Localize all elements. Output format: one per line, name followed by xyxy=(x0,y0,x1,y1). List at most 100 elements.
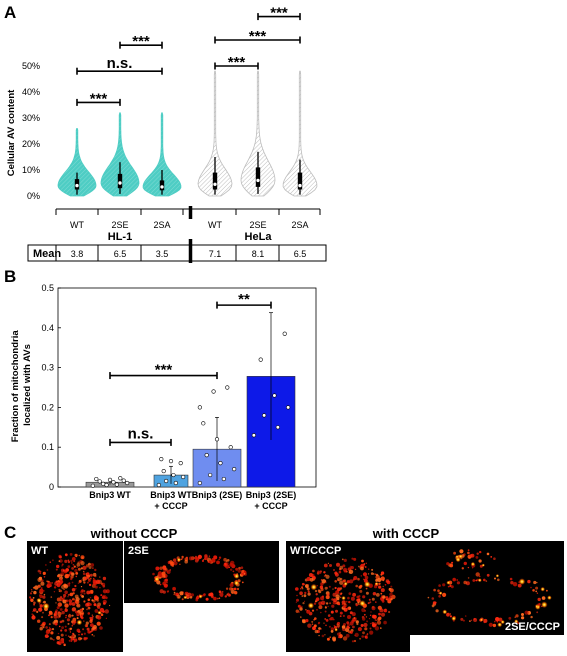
bar-data-point xyxy=(164,478,169,484)
mitochondria-speck xyxy=(299,591,303,595)
mitochondria-speck xyxy=(181,598,184,601)
mitochondria-speck xyxy=(349,611,353,615)
mitochondria-speck xyxy=(510,581,514,585)
violin-significance-label: *** xyxy=(90,90,108,107)
mitochondria-speck xyxy=(89,631,91,634)
mitochondria-speck xyxy=(73,565,76,568)
bar-data-point xyxy=(178,461,183,466)
bar-x-tick-label: Bnip3 WT xyxy=(89,490,131,500)
mitochondria-speck xyxy=(438,584,441,587)
violin-x-axis: WT 2SE 2SA WT 2SE 2SA HL-1 HeLa xyxy=(55,206,321,243)
mitochondria-speck xyxy=(202,560,204,563)
mitochondria-speck xyxy=(232,570,235,573)
mitochondria-speck xyxy=(61,563,64,566)
bar-data-point xyxy=(251,433,256,438)
violin-body xyxy=(240,70,276,197)
mitochondria-speck xyxy=(456,579,459,581)
mitochondria-speck xyxy=(53,612,58,616)
mitochondria-speck xyxy=(69,553,73,556)
mitochondria-speck xyxy=(495,617,500,622)
mitochondria-speck xyxy=(345,600,348,603)
mitochondria-speck xyxy=(51,628,55,631)
mitochondria-speck xyxy=(42,611,44,614)
autophagosome-spot xyxy=(481,563,485,567)
mitochondria-speck xyxy=(486,552,490,556)
mitochondria-speck xyxy=(389,588,394,593)
mitochondria-speck xyxy=(322,602,325,605)
mitochondria-speck xyxy=(343,603,347,606)
mitochondria-speck xyxy=(483,578,486,582)
mitochondria-speck xyxy=(186,593,188,595)
mitochondria-speck xyxy=(101,595,106,599)
bar-data-point xyxy=(197,405,202,410)
mitochondria-speck xyxy=(224,595,227,598)
mitochondria-speck xyxy=(71,621,76,625)
bar-data-point xyxy=(97,479,102,484)
mitochondria-speck xyxy=(90,623,94,627)
bar-data-point xyxy=(90,483,95,488)
mitochondria-speck xyxy=(339,615,342,617)
autophagosome-spot xyxy=(479,618,483,622)
mitochondria-speck xyxy=(231,587,234,591)
mitochondria-speck xyxy=(371,606,376,611)
mitochondria-speck xyxy=(369,614,372,616)
mitochondria-speck xyxy=(91,614,93,616)
mitochondria-speck xyxy=(359,589,363,593)
mitochondria-speck xyxy=(68,573,71,577)
mitochondria-speck xyxy=(375,593,380,597)
autophagosome-spot xyxy=(307,602,315,609)
mitochondria-speck xyxy=(41,587,43,589)
mitochondria-speck xyxy=(213,596,217,601)
mitochondria-speck xyxy=(380,627,382,629)
violin-body xyxy=(142,112,182,197)
mitochondria-speck xyxy=(374,626,380,631)
mitochondria-speck xyxy=(346,621,350,625)
mitochondria-speck xyxy=(102,576,107,581)
mitochondria-speck xyxy=(67,560,71,564)
mitochondria-speck xyxy=(535,590,538,593)
mitochondria-speck xyxy=(296,594,298,597)
mitochondria-speck xyxy=(208,555,211,557)
autophagosome-spot xyxy=(97,610,102,615)
mitochondria-speck xyxy=(50,596,53,598)
bar-y-tick-label: 0.5 xyxy=(41,283,54,293)
violin-median xyxy=(213,182,217,186)
autophagosome-spot xyxy=(374,582,379,586)
mitochondria-speck xyxy=(83,581,86,584)
mitochondria-speck xyxy=(93,635,95,637)
bar-data-point xyxy=(107,477,113,482)
mitochondria-speck xyxy=(467,566,470,569)
mean-value: 8.1 xyxy=(252,249,265,259)
mitochondria-speck xyxy=(306,609,311,614)
mitochondria-speck xyxy=(324,586,328,590)
mitochondria-speck xyxy=(475,572,480,577)
bar-y-tick-label: 0.4 xyxy=(41,323,54,333)
mitochondria-speck xyxy=(494,577,496,580)
mitochondria-speck xyxy=(78,633,80,636)
mitochondria-speck xyxy=(94,585,98,589)
mitochondria-speck xyxy=(79,631,82,633)
bar-data-point xyxy=(258,357,263,362)
violin-body xyxy=(197,70,233,197)
mitochondria-speck xyxy=(343,558,347,563)
mitochondria-speck xyxy=(92,572,97,577)
mitochondria-speck xyxy=(64,608,68,612)
mitochondria-speck xyxy=(364,635,367,638)
mitochondria-speck xyxy=(319,570,322,573)
mitochondria-speck xyxy=(38,603,41,605)
mitochondria-speck xyxy=(324,618,326,620)
mitochondria-speck xyxy=(490,556,493,558)
mitochondria-speck xyxy=(475,556,479,559)
mitochondria-speck xyxy=(473,618,478,622)
mitochondria-speck xyxy=(515,614,519,618)
mitochondria-speck xyxy=(34,585,39,590)
mitochondria-speck xyxy=(354,632,359,638)
mitochondria-speck xyxy=(67,622,70,625)
mitochondria-speck xyxy=(486,573,490,577)
violin-significance-label: *** xyxy=(228,54,246,71)
mitochondria-speck xyxy=(358,565,360,568)
bar-x-tick-label: Bnip3 WT xyxy=(150,490,192,500)
bar-significance-label: n.s. xyxy=(128,425,154,442)
mitochondria-speck xyxy=(432,601,437,605)
group-label-hela: HeLa xyxy=(245,231,273,243)
